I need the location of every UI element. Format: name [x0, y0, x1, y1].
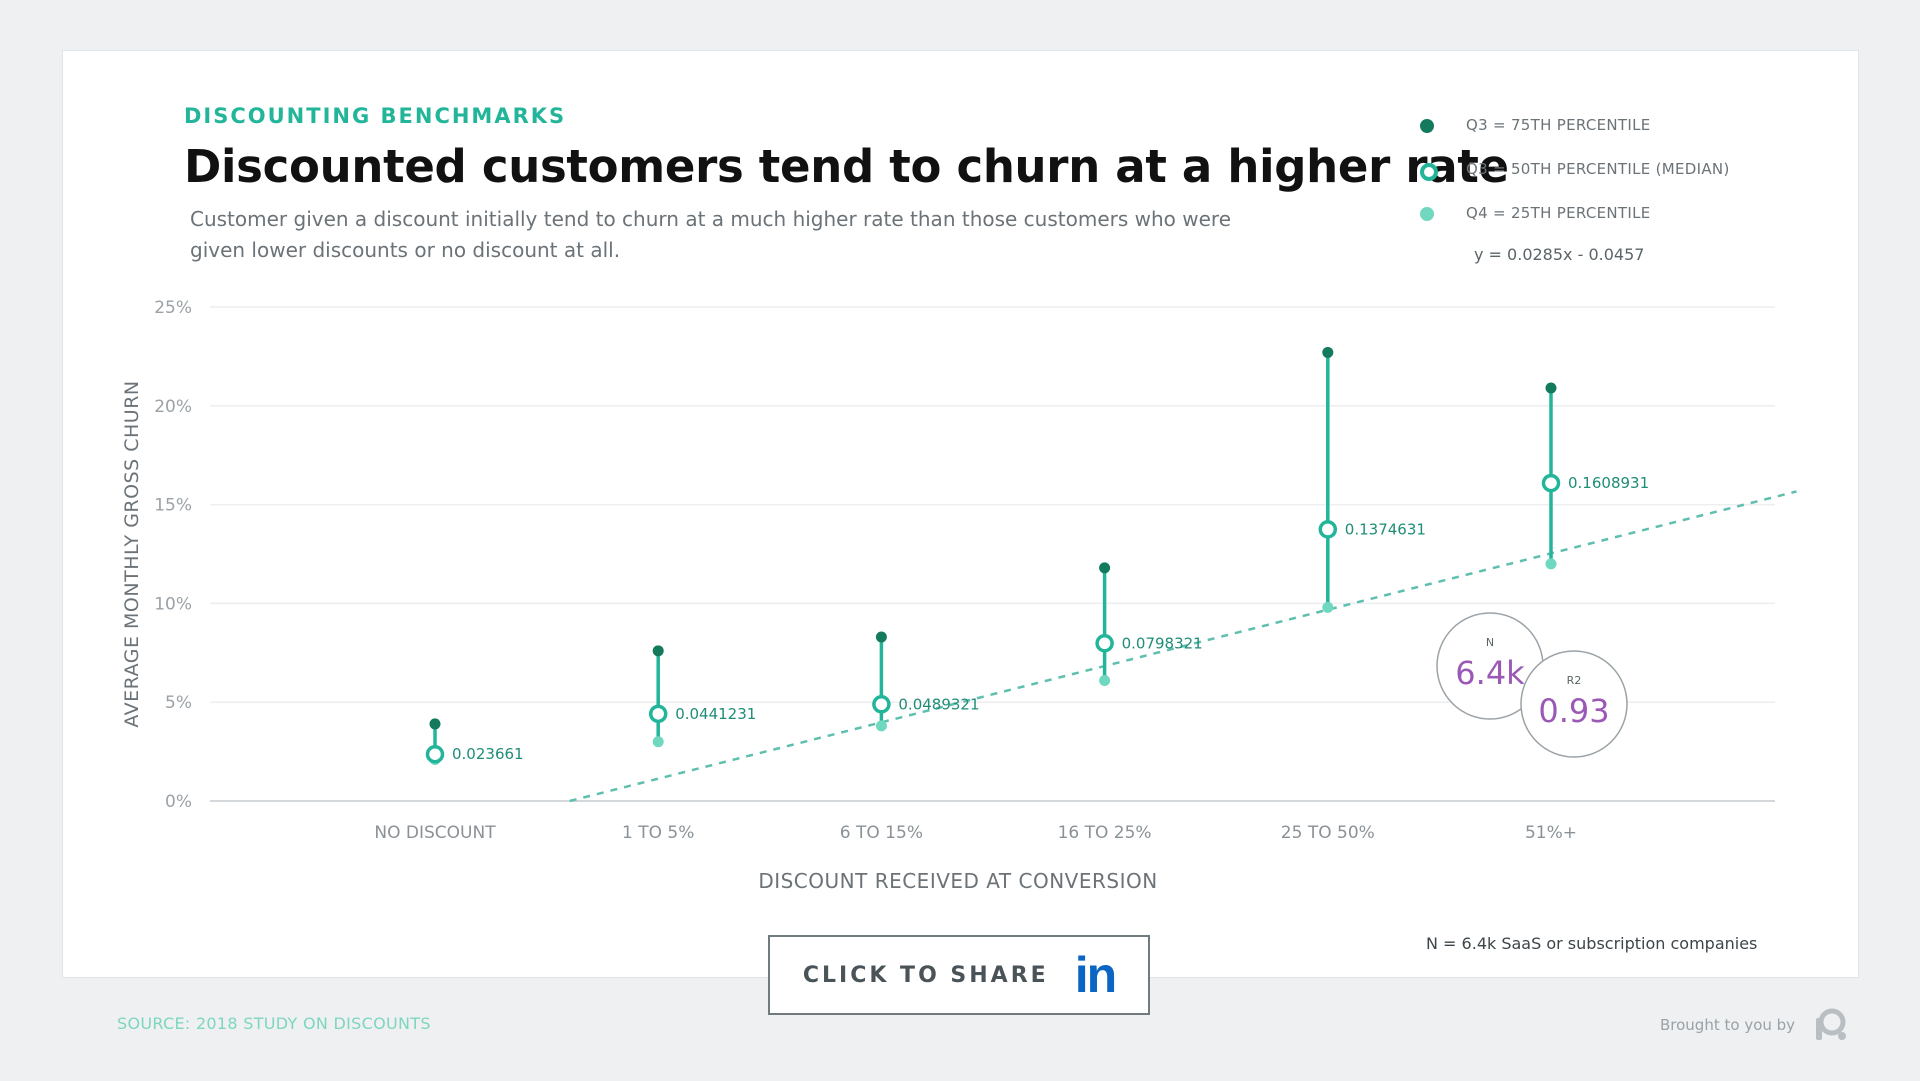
y-tick-label: 20%	[154, 397, 192, 417]
median-point	[1095, 634, 1114, 653]
r2-stat-bubble	[1520, 650, 1628, 758]
q1-point	[875, 720, 887, 732]
share-button[interactable]: CLICK TO SHARE in	[768, 935, 1150, 1015]
q3-marker-icon	[1420, 119, 1434, 133]
legend-label: Q4 = 25TH PERCENTILE	[1466, 204, 1651, 222]
trend-line	[569, 490, 1797, 803]
x-tick-label: 51%+	[1525, 823, 1577, 843]
median-data-label: 0.0798321	[1122, 634, 1203, 652]
q1-point	[1322, 601, 1334, 613]
median-point	[872, 695, 891, 714]
q3-point	[1099, 562, 1111, 574]
x-tick-label: 25 TO 50%	[1281, 823, 1375, 843]
median-data-label: 0.0489321	[898, 695, 979, 713]
q3-point	[429, 718, 441, 730]
sample-footnote: N = 6.4k SaaS or subscription companies	[1426, 934, 1758, 953]
source-note: SOURCE: 2018 STUDY ON DISCOUNTS	[117, 1014, 431, 1033]
y-tick-label: 0%	[165, 792, 192, 812]
q1-point	[1099, 674, 1111, 686]
brought-by-label: Brought to you by	[1660, 1016, 1796, 1034]
median-point	[425, 744, 445, 764]
chart-title: Discounted customers tend to churn at a …	[184, 140, 1509, 193]
q3-point	[1322, 346, 1334, 358]
median-point	[1541, 473, 1561, 493]
r2-stat-value: 0.93	[1538, 692, 1609, 730]
n-stat-value: 6.4k	[1455, 654, 1525, 692]
y-tick-label: 5%	[165, 693, 192, 713]
q3-point	[652, 645, 664, 657]
median-data-label: 0.1608931	[1568, 474, 1649, 492]
q1-point	[1545, 558, 1557, 570]
trend-equation: y = 0.0285x - 0.0457	[1474, 245, 1645, 264]
brand-logo-icon	[1816, 1008, 1846, 1040]
median-point	[1318, 520, 1338, 539]
linkedin-icon: in	[1074, 947, 1117, 1003]
median-data-label: 0.1374631	[1345, 520, 1426, 538]
q1-point	[652, 736, 664, 748]
n-stat-label: N	[1486, 636, 1494, 649]
eyebrow-label: DISCOUNTING BENCHMARKS	[184, 104, 567, 128]
r2-stat-label: R2	[1567, 674, 1582, 687]
y-tick-label: 10%	[154, 594, 192, 614]
x-tick-label: 6 TO 15%	[840, 823, 923, 843]
x-tick-label: 1 TO 5%	[622, 823, 694, 843]
median-marker-icon	[1420, 163, 1438, 181]
x-axis-label: DISCOUNT RECEIVED AT CONVERSION	[758, 869, 1157, 893]
x-tick-label: 16 TO 25%	[1058, 823, 1152, 843]
legend-label: Q3 = 75TH PERCENTILE	[1466, 116, 1651, 134]
q1-marker-icon	[1420, 207, 1434, 221]
legend-label: Q3 = 50TH PERCENTILE (MEDIAN)	[1466, 160, 1730, 178]
share-label: CLICK TO SHARE	[802, 962, 1049, 988]
x-tick-label: NO DISCOUNT	[374, 823, 496, 843]
median-data-label: 0.0441231	[675, 705, 756, 723]
y-tick-label: 15%	[154, 496, 192, 516]
y-axis-label: AVERAGE MONTHLY GROSS CHURN	[121, 380, 143, 727]
y-tick-label: 25%	[154, 298, 192, 318]
q3-point	[875, 631, 887, 643]
chart-card	[62, 50, 1859, 978]
chart-subtitle: Customer given a discount initially tend…	[190, 207, 1232, 262]
median-point	[648, 704, 668, 724]
q3-point	[1545, 382, 1557, 394]
median-data-label: 0.023661	[452, 745, 524, 763]
